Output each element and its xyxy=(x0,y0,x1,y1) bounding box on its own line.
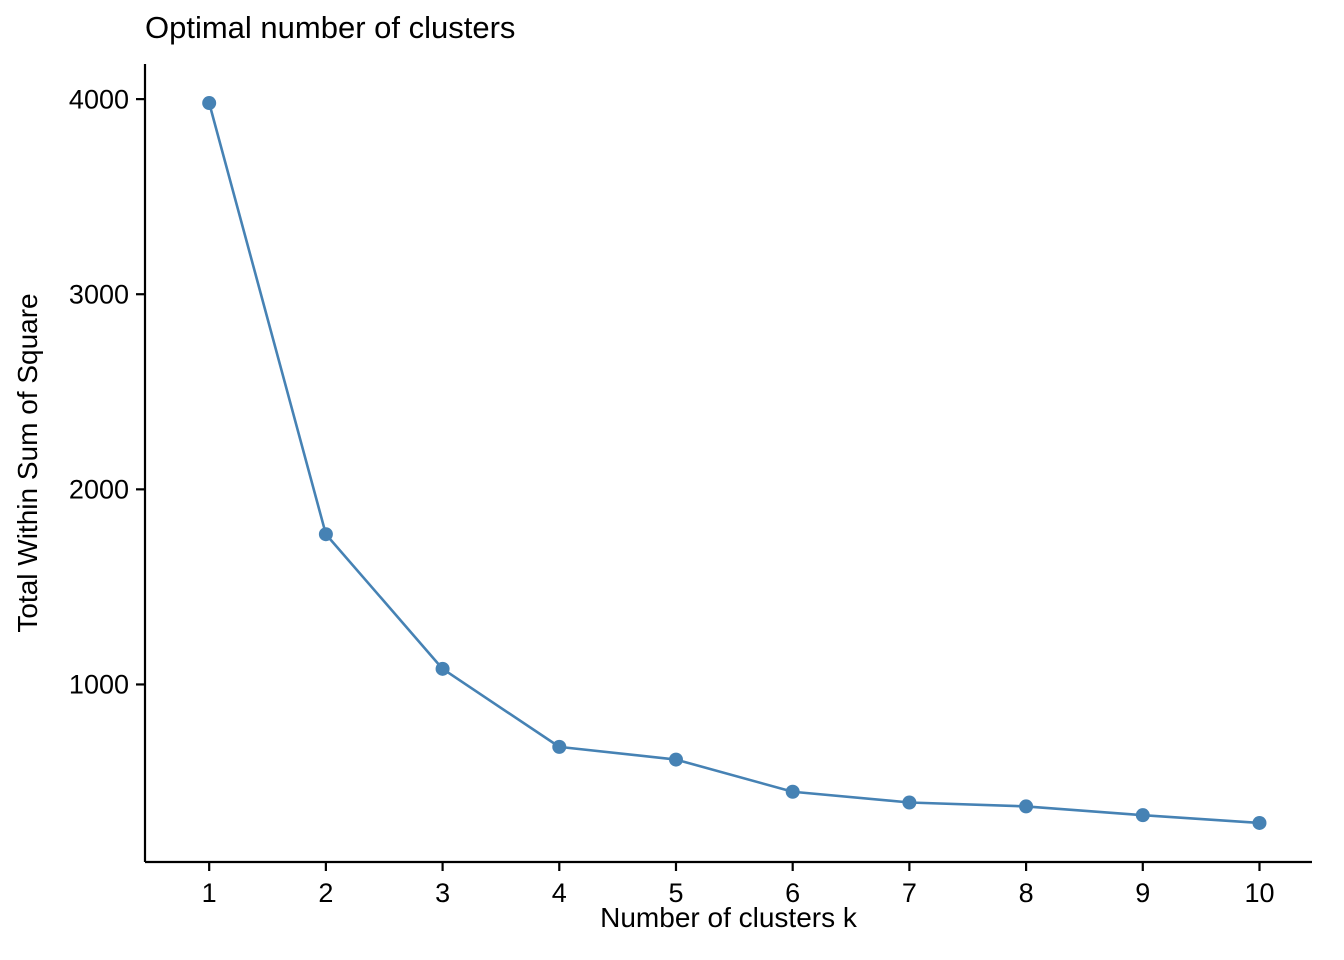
data-point xyxy=(1019,799,1034,814)
data-point xyxy=(202,96,217,111)
data-line xyxy=(207,101,1261,825)
y-tick-label: 3000 xyxy=(69,279,129,309)
y-tick-label: 4000 xyxy=(69,84,129,114)
x-tick-label: 7 xyxy=(902,878,917,908)
data-point xyxy=(668,752,683,767)
x-axis-label: Number of clusters k xyxy=(600,902,857,933)
x-tick-label: 1 xyxy=(202,878,217,908)
x-tick-label: 2 xyxy=(318,878,333,908)
data-point xyxy=(902,795,917,810)
data-point xyxy=(318,527,333,542)
data-point xyxy=(435,661,450,676)
y-tick-label: 1000 xyxy=(69,670,129,700)
data-point xyxy=(1252,815,1267,830)
x-tick-label: 9 xyxy=(1135,878,1150,908)
x-tick-label: 5 xyxy=(668,878,683,908)
data-point xyxy=(1135,808,1150,823)
x-tick-label: 8 xyxy=(1019,878,1034,908)
x-tick-label: 6 xyxy=(785,878,800,908)
data-point xyxy=(552,739,567,754)
x-tick-label: 4 xyxy=(552,878,567,908)
chart-title: Optimal number of clusters xyxy=(145,10,516,45)
x-tick-label: 10 xyxy=(1244,878,1274,908)
y-tick-label: 2000 xyxy=(69,475,129,505)
x-tick-label: 3 xyxy=(435,878,450,908)
data-point xyxy=(785,784,800,799)
